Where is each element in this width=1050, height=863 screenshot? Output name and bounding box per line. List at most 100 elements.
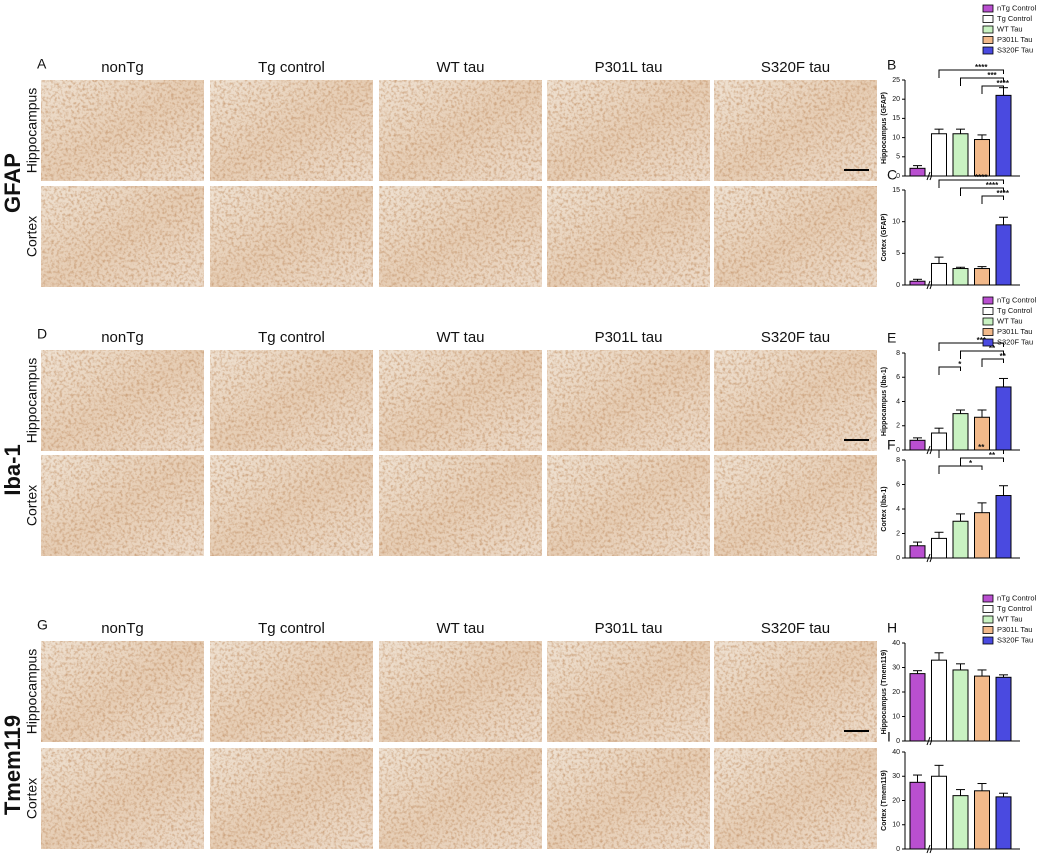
micrograph-texture bbox=[210, 186, 373, 287]
bar bbox=[974, 268, 990, 286]
bar bbox=[952, 268, 969, 286]
legend-swatch bbox=[982, 605, 994, 613]
bar bbox=[974, 139, 990, 177]
bar bbox=[909, 781, 926, 850]
micrograph-texture bbox=[379, 748, 542, 849]
legend-swatch bbox=[982, 25, 994, 34]
micrograph-texture bbox=[547, 350, 710, 451]
bar bbox=[909, 673, 926, 742]
significance-bracket bbox=[960, 457, 1004, 466]
y-tick-label: 6 bbox=[896, 481, 900, 488]
micrograph-texture bbox=[547, 641, 710, 742]
y-tick-label: 0 bbox=[896, 447, 900, 454]
y-tick-label: 4 bbox=[896, 506, 900, 513]
y-tick-label: 2 bbox=[896, 423, 900, 430]
legend-label: WT Tau bbox=[997, 316, 1023, 325]
significance-bracket bbox=[938, 449, 1004, 458]
panel-letter: H bbox=[887, 620, 897, 636]
significance-label: **** bbox=[997, 79, 1010, 88]
bar bbox=[952, 669, 969, 742]
y-tick-label: 0 bbox=[896, 173, 900, 180]
y-tick-label: 20 bbox=[892, 797, 900, 804]
significance-bracket bbox=[981, 195, 1004, 204]
bar bbox=[909, 439, 926, 451]
legend-swatch bbox=[982, 46, 994, 55]
legend-swatch bbox=[982, 328, 994, 336]
legend-label: P301L Tau bbox=[997, 327, 1032, 336]
significance-bracket bbox=[938, 465, 983, 474]
stain-label: Tmem119 bbox=[0, 715, 25, 815]
column-header: Tg control bbox=[258, 59, 325, 76]
row-label: Cortex bbox=[24, 216, 40, 257]
bar bbox=[909, 167, 926, 177]
bar bbox=[952, 795, 969, 850]
micrograph-texture bbox=[547, 186, 710, 287]
panel-letter: C bbox=[887, 167, 897, 183]
stain-label: Iba-1 bbox=[0, 444, 25, 495]
bar bbox=[931, 775, 947, 850]
bar bbox=[952, 520, 969, 559]
legend-swatch bbox=[982, 636, 994, 645]
significance-label: ** bbox=[989, 451, 996, 460]
y-tick-label: 30 bbox=[892, 664, 900, 671]
micrograph-texture bbox=[210, 455, 373, 556]
y-tick-label: 2 bbox=[896, 530, 900, 537]
bar bbox=[995, 495, 1012, 559]
y-tick-label: 40 bbox=[892, 640, 900, 647]
legend-label: Tg Control bbox=[997, 306, 1032, 315]
legend-label: nTg Control bbox=[997, 593, 1037, 602]
significance-bracket bbox=[938, 179, 1004, 188]
significance-label: **** bbox=[997, 189, 1010, 198]
significance-label: * bbox=[958, 360, 962, 369]
y-axis-label: Cortex (Iba-1) bbox=[881, 486, 888, 531]
column-header: WT tau bbox=[436, 620, 484, 637]
micrograph-texture bbox=[714, 641, 877, 742]
y-tick-label: 5 bbox=[896, 250, 900, 257]
micrograph-texture bbox=[714, 748, 877, 849]
column-header: P301L tau bbox=[595, 620, 663, 637]
legend-swatch bbox=[982, 626, 994, 634]
bar bbox=[995, 676, 1012, 742]
bar bbox=[909, 280, 926, 286]
micrograph-texture bbox=[714, 350, 877, 451]
column-header: nonTg bbox=[101, 620, 144, 637]
y-tick-label: 25 bbox=[892, 77, 900, 84]
micrograph-texture bbox=[41, 186, 204, 287]
column-header: Tg control bbox=[258, 620, 325, 637]
row-label: Cortex bbox=[24, 485, 40, 526]
significance-bracket bbox=[960, 350, 1004, 359]
panel-letter: A bbox=[37, 56, 47, 72]
micrograph-texture bbox=[379, 80, 542, 181]
micrograph-texture bbox=[41, 350, 204, 451]
legend-swatch bbox=[982, 594, 994, 603]
column-header: WT tau bbox=[436, 329, 484, 346]
legend-swatch bbox=[982, 296, 994, 305]
bar bbox=[995, 386, 1012, 451]
panel-letter: B bbox=[887, 57, 896, 73]
y-tick-label: 20 bbox=[892, 96, 900, 103]
column-header: Tg control bbox=[258, 329, 325, 346]
micrograph-texture bbox=[210, 748, 373, 849]
bar bbox=[952, 133, 969, 177]
bar bbox=[995, 94, 1012, 177]
column-header: S320F tau bbox=[761, 59, 830, 76]
legend-swatch bbox=[982, 317, 994, 326]
panel-letter: I bbox=[887, 729, 891, 745]
legend-label: nTg Control bbox=[997, 295, 1037, 304]
row-label: Hippocampus bbox=[24, 358, 40, 444]
micrograph-texture bbox=[41, 748, 204, 849]
panel-letter: F bbox=[887, 437, 896, 453]
significance-bracket bbox=[960, 187, 1004, 196]
significance-label: ** bbox=[978, 443, 985, 452]
column-header: P301L tau bbox=[595, 329, 663, 346]
y-tick-label: 15 bbox=[892, 115, 900, 122]
y-tick-label: 8 bbox=[896, 350, 900, 357]
y-axis-label: Hippocampus (Tmem119) bbox=[881, 650, 888, 735]
legend-label: WT Tau bbox=[997, 614, 1023, 623]
row-label: Hippocampus bbox=[24, 649, 40, 735]
significance-label: ** bbox=[1000, 352, 1007, 361]
legend-label: Tg Control bbox=[997, 604, 1032, 613]
column-header: S320F tau bbox=[761, 620, 830, 637]
legend-label: S320F Tau bbox=[997, 635, 1033, 644]
